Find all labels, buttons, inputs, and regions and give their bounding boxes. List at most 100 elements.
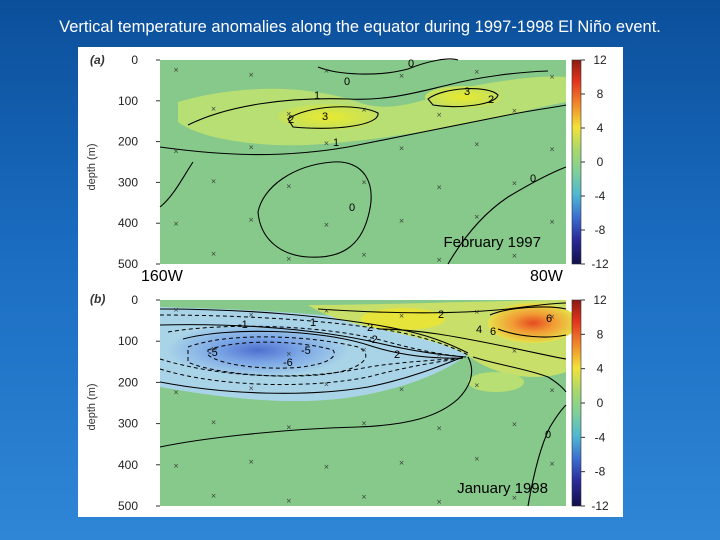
y-tick-label: 0 xyxy=(131,53,138,67)
sample-marker: × xyxy=(286,110,292,118)
sample-marker: × xyxy=(211,345,217,353)
sample-marker: × xyxy=(399,459,405,467)
sample-marker: × xyxy=(323,380,329,388)
svg-text:-5: -5 xyxy=(301,345,311,357)
sample-marker: × xyxy=(248,71,254,79)
sample-marker: × xyxy=(511,421,517,429)
colorbar-tick-label: -8 xyxy=(595,465,606,479)
panel-b-label: (b) xyxy=(90,292,105,306)
sample-marker: × xyxy=(361,420,367,428)
sample-marker: × xyxy=(173,220,179,228)
y-tick-label: 500 xyxy=(118,257,138,271)
sample-marker: × xyxy=(511,107,517,115)
sample-marker: × xyxy=(436,425,442,433)
y-tick-label: 400 xyxy=(118,216,138,230)
sample-marker: × xyxy=(361,346,367,354)
colorbar-tick-label: 12 xyxy=(593,293,607,307)
panel-b-contour-labels: -1 -2 -5 -6 -5 1 2 2 4 6 6 2 0 xyxy=(208,309,552,441)
sample-marker: × xyxy=(361,493,367,501)
sample-marker: × xyxy=(248,144,254,152)
sample-marker: × xyxy=(361,106,367,114)
y-tick-label: 200 xyxy=(118,135,138,149)
panel-a-colorbar-ticks: 12 8 4 0 -4 -8 -12 xyxy=(581,53,609,271)
colorbar-tick-label: 4 xyxy=(597,121,604,135)
y-tick-label: 500 xyxy=(118,499,138,513)
sample-marker: × xyxy=(173,66,179,74)
panel-a-ylabel: depth (m) xyxy=(86,143,98,190)
panel-a-warm-core-west xyxy=(278,104,378,130)
sample-marker: × xyxy=(323,307,329,315)
panel-a-contours xyxy=(159,58,567,265)
panel-a-y-axis: 0 100 200 300 400 500 xyxy=(118,53,160,271)
colorbar-tick-label: -12 xyxy=(591,499,609,513)
sample-marker: × xyxy=(323,67,329,75)
y-tick-label: 400 xyxy=(118,458,138,472)
sample-marker: × xyxy=(248,311,254,319)
sample-marker: × xyxy=(286,182,292,190)
sample-marker: × xyxy=(549,146,555,154)
colorbar-tick-label: 4 xyxy=(597,362,604,376)
sample-marker: × xyxy=(436,498,442,506)
panel-b-sample-markers: × × × × × × × × × × × × × × × × × × × × × × × × × × × × × × × × × xyxy=(173,306,555,506)
svg-text:0: 0 xyxy=(530,173,536,185)
y-tick-label: 200 xyxy=(118,375,138,389)
sample-marker: × xyxy=(436,111,442,119)
colorbar-tick-label: 0 xyxy=(597,155,604,169)
sample-marker: × xyxy=(474,68,480,76)
colorbar-tick-label: 8 xyxy=(597,87,604,101)
svg-text:1: 1 xyxy=(314,90,320,102)
sample-marker: × xyxy=(361,251,367,259)
sample-marker: × xyxy=(286,497,292,505)
panel-b-y-axis: 0 100 200 300 400 500 xyxy=(118,293,160,513)
panel-a-annotation: February 1997 xyxy=(443,234,541,251)
sample-marker: × xyxy=(549,386,555,394)
y-tick-label: 300 xyxy=(118,175,138,189)
panel-a-sample-markers: × × × × × × × × × × × × × × × × × × × × × × × × × × × × × × × × × xyxy=(173,66,555,264)
sample-marker: × xyxy=(474,141,480,149)
svg-text:-1: -1 xyxy=(238,319,248,331)
svg-text:1: 1 xyxy=(310,317,316,329)
sample-marker: × xyxy=(323,221,329,229)
sample-marker: × xyxy=(173,306,179,314)
svg-text:3: 3 xyxy=(464,86,470,98)
svg-text:0: 0 xyxy=(349,202,355,214)
sample-marker: × xyxy=(474,455,480,463)
sample-marker: × xyxy=(436,183,442,191)
sample-marker: × xyxy=(399,312,405,320)
colorbar-tick-label: -4 xyxy=(595,189,606,203)
svg-text:6: 6 xyxy=(490,326,496,338)
sample-marker: × xyxy=(323,463,329,471)
sample-marker: × xyxy=(211,419,217,427)
svg-text:2: 2 xyxy=(394,349,400,361)
panel-a-label: (a) xyxy=(90,53,105,67)
sample-marker: × xyxy=(211,177,217,185)
svg-text:0: 0 xyxy=(344,76,350,88)
panel-b-cold-core xyxy=(166,323,350,377)
panel-b-annotation: January 1998 xyxy=(457,480,548,497)
sample-marker: × xyxy=(474,381,480,389)
svg-text:-2: -2 xyxy=(368,334,378,346)
figure-panel: (a) depth (m) 0 100 200 300 400 500 × × × × × × × × ×… xyxy=(78,47,623,517)
svg-text:6: 6 xyxy=(546,313,552,325)
sample-marker: × xyxy=(549,73,555,81)
y-tick-label: 100 xyxy=(118,334,138,348)
colorbar-tick-label: 8 xyxy=(597,327,604,341)
sample-marker: × xyxy=(511,179,517,187)
y-tick-label: 0 xyxy=(131,293,138,307)
sample-marker: × xyxy=(549,313,555,321)
panel-a-colorbar xyxy=(571,59,582,265)
colorbar-tick-label: -8 xyxy=(595,223,606,237)
panel-b-ylabel: depth (m) xyxy=(86,383,98,430)
panel-b-warm-patch xyxy=(361,308,445,330)
svg-text:0: 0 xyxy=(545,429,551,441)
colorbar-tick-label: 0 xyxy=(597,396,604,410)
sample-marker: × xyxy=(286,255,292,263)
sample-marker: × xyxy=(248,216,254,224)
sample-marker: × xyxy=(211,250,217,258)
longitude-label-160w: 160W xyxy=(141,268,183,285)
sample-marker: × xyxy=(248,458,254,466)
svg-text:2: 2 xyxy=(288,114,294,126)
sample-marker: × xyxy=(211,492,217,500)
svg-text:2: 2 xyxy=(367,322,373,334)
